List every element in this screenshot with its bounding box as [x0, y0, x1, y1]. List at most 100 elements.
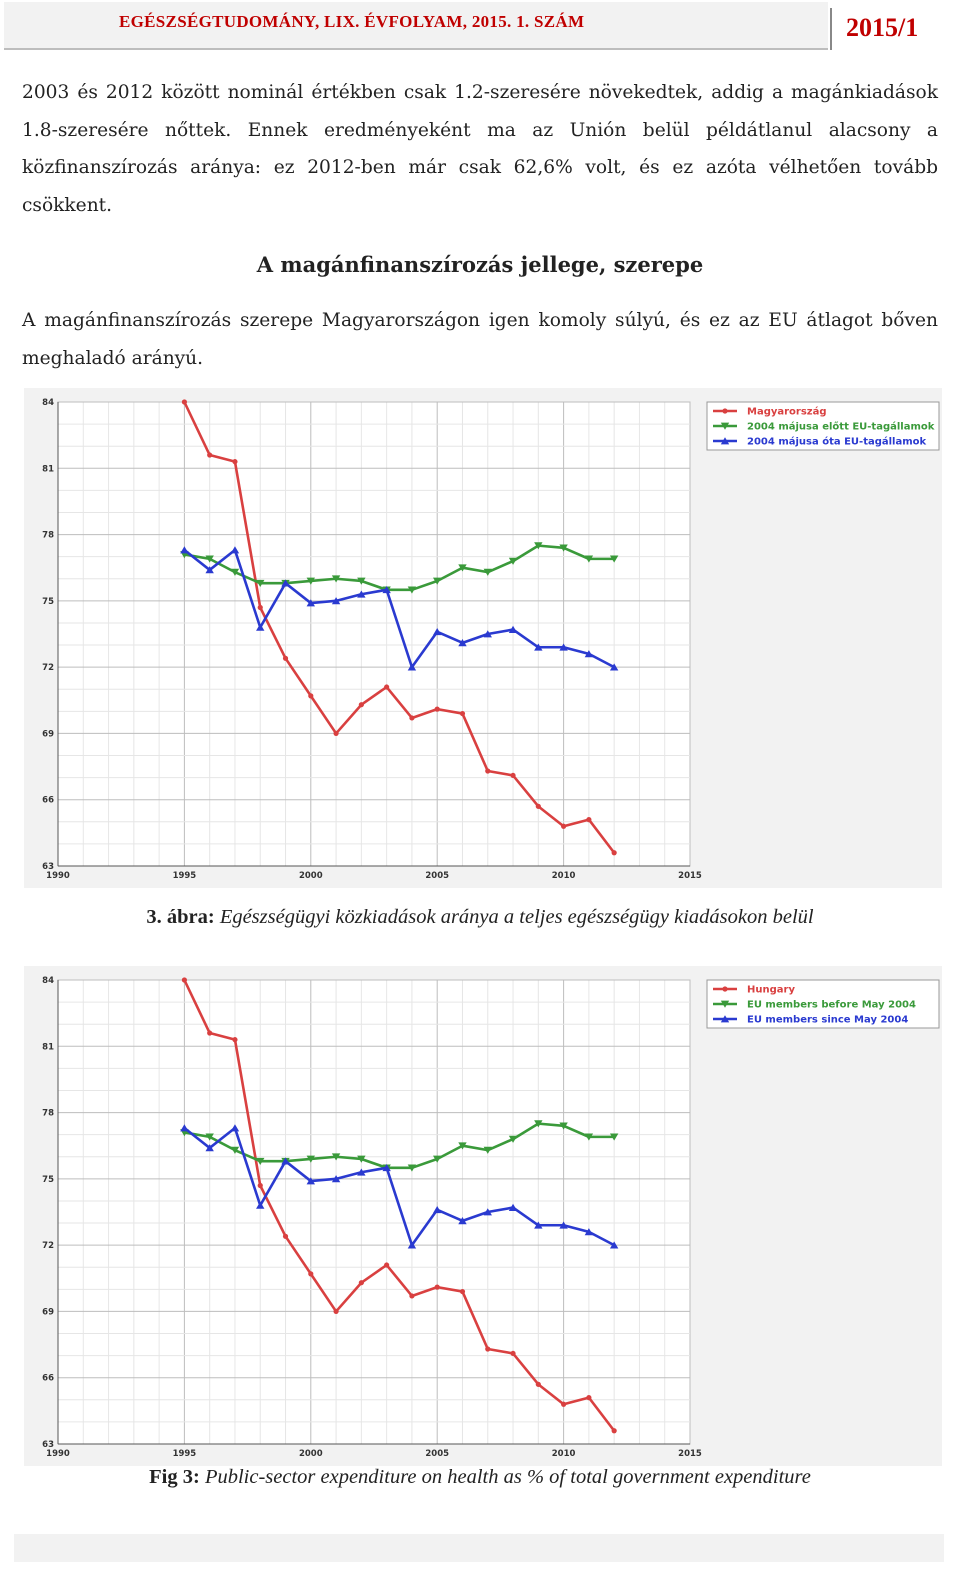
data-point: [205, 1133, 214, 1141]
x-tick-label: 1995: [173, 871, 197, 881]
legend-label: Hungary: [747, 985, 795, 996]
y-tick-label: 66: [42, 1374, 54, 1384]
data-point: [308, 693, 314, 699]
chart-hungarian: 63 66 69 72 75 78 81 84 1990 1995 2000 2005 2010 2015…: [24, 388, 942, 888]
x-tick-label: 1990: [46, 1449, 70, 1459]
data-point: [584, 650, 594, 658]
data-point: [230, 546, 240, 554]
caption-label: 3. ábra:: [146, 906, 215, 928]
footer-band: [14, 1534, 944, 1562]
data-point: [407, 1164, 417, 1172]
data-point: [584, 555, 594, 563]
data-point: [382, 1164, 391, 1172]
data-point: [306, 1155, 315, 1163]
data-point: [609, 1241, 619, 1249]
legend-marker: [720, 1000, 730, 1008]
y-tick-label: 75: [42, 597, 54, 607]
series-line: [183, 979, 616, 1432]
data-point: [559, 1221, 568, 1229]
data-point: [586, 1395, 592, 1401]
data-point: [611, 850, 617, 856]
data-point: [281, 1157, 290, 1165]
data-point: [205, 1144, 214, 1152]
data-point: [609, 1133, 619, 1141]
data-point: [433, 1206, 442, 1214]
data-point: [256, 1201, 265, 1209]
data-point: [459, 1288, 466, 1295]
data-point: [282, 655, 289, 661]
journal-title: EGÉSZSÉGTUDOMÁNY, LIX. ÉVFOLYAM, 2015. 1…: [119, 12, 585, 31]
figure-caption-english: Fig 3: Public-sector expenditure on heal…: [0, 1466, 960, 1489]
data-point: [308, 1271, 314, 1277]
x-tick-label: 2015: [678, 871, 702, 881]
legend-box: [706, 401, 940, 451]
y-tick-label: 78: [42, 1109, 54, 1119]
data-point: [458, 1142, 467, 1150]
legend-box: [706, 979, 940, 1029]
x-tick-label: 2015: [678, 1449, 702, 1459]
y-tick-label: 69: [42, 729, 54, 739]
data-point: [458, 1217, 467, 1225]
data-point: [232, 459, 238, 465]
legend-label: EU members since May 2004: [747, 1015, 908, 1026]
data-point: [459, 710, 466, 717]
data-point: [483, 630, 492, 638]
data-point: [485, 768, 491, 774]
data-point: [331, 1175, 341, 1183]
body-paragraph-1: 2003 és 2012 között nominál értékben csa…: [22, 82, 938, 216]
data-point: [534, 542, 543, 550]
data-point: [230, 1124, 240, 1132]
data-point: [508, 625, 518, 633]
data-point: [483, 1208, 492, 1216]
legend-label: Magyarország: [747, 406, 827, 418]
header-divider: [830, 8, 832, 50]
plot-area: [57, 979, 691, 1445]
data-point: [333, 1308, 339, 1315]
data-point: [357, 590, 366, 598]
y-tick-label: 78: [42, 531, 54, 541]
y-tick-label: 84: [42, 398, 54, 408]
data-point: [384, 684, 390, 690]
data-point: [559, 1122, 568, 1130]
y-tick-label: 81: [42, 464, 54, 474]
legend-marker: [720, 1015, 730, 1023]
data-point: [433, 1155, 442, 1163]
data-point: [508, 1203, 518, 1211]
data-point: [358, 1280, 364, 1286]
legend-marker: [722, 986, 728, 992]
series-line: [183, 548, 615, 669]
data-point: [257, 1182, 263, 1189]
data-point: [357, 1155, 366, 1163]
data-point: [409, 715, 415, 721]
data-point: [584, 1133, 594, 1141]
figure-caption-hungarian: 3. ábra: Egészségügyi közkiadások aránya…: [0, 906, 960, 929]
data-point: [586, 817, 592, 823]
data-point: [181, 399, 187, 405]
issue-number: 2015/1: [846, 13, 919, 42]
data-point: [433, 577, 442, 585]
data-point: [331, 597, 341, 605]
data-point: [384, 1262, 390, 1268]
series-line: [183, 401, 616, 854]
data-point: [535, 803, 541, 809]
data-point: [609, 555, 619, 563]
data-point: [181, 977, 187, 983]
data-point: [508, 557, 518, 565]
data-point: [207, 452, 213, 458]
legend-label: 2004 májusa előtt EU-tagállamok: [747, 421, 935, 433]
y-tick-label: 63: [42, 862, 54, 872]
data-point: [485, 1346, 491, 1352]
data-point: [458, 639, 467, 647]
data-point: [230, 1146, 240, 1154]
x-tick-label: 2000: [299, 871, 323, 881]
page-header: EGÉSZSÉGTUDOMÁNY, LIX. ÉVFOLYAM, 2015. 1…: [4, 2, 956, 52]
data-point: [306, 577, 315, 585]
caption-label: Fig 3:: [149, 1466, 200, 1488]
legend-label: EU members before May 2004: [747, 1000, 916, 1011]
x-tick-label: 2010: [552, 871, 576, 881]
data-point: [609, 663, 619, 671]
data-point: [434, 706, 440, 712]
data-point: [180, 1124, 189, 1132]
data-point: [256, 623, 265, 631]
y-tick-label: 84: [42, 976, 54, 986]
